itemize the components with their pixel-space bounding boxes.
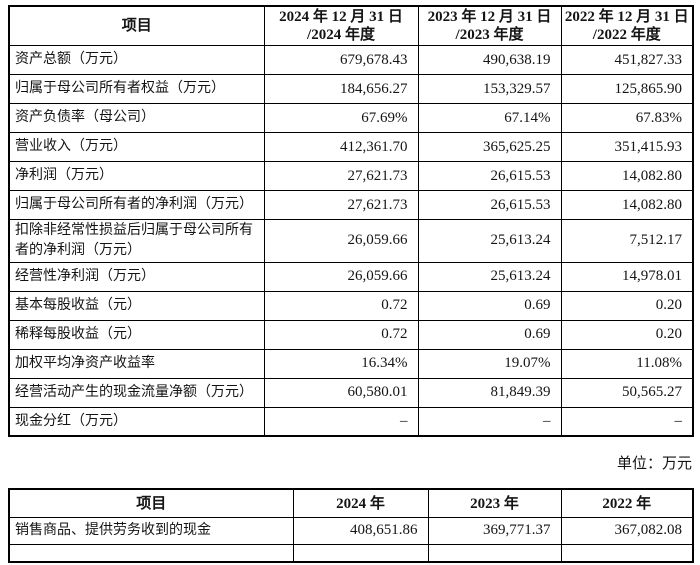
table-row: 稀释每股收益（元） 0.72 0.69 0.20 [8, 319, 694, 350]
period-column-header: 2023 年 [427, 488, 562, 518]
row-label: 净利润（万元） [8, 161, 265, 191]
value-cell: 0.72 [263, 319, 419, 350]
table-header-row: 项目 2024 年 12 月 31 日 /2024 年度 2023 年 12 月 3… [8, 5, 694, 46]
row-label: 归属于母公司所有者的净利润（万元） [8, 190, 265, 220]
value-cell: 0.72 [263, 290, 419, 321]
row-label: 加权平均净资产收益率 [8, 348, 265, 379]
value-cell: – [560, 406, 694, 437]
value-cell: 7,512.17 [560, 219, 694, 263]
value-cell: 67.83% [560, 103, 694, 133]
table-row: 净利润（万元） 27,621.73 26,615.53 14,082.80 [8, 161, 694, 191]
value-cell: 11.08% [560, 348, 694, 379]
table-row: 资产负债率（母公司） 67.69% 67.14% 67.83% [8, 103, 694, 133]
row-label: 稀释每股收益（元） [8, 319, 265, 350]
financial-indicators-table: 项目 2024 年 12 月 31 日 /2024 年度 2023 年 12 月 3… [8, 5, 694, 438]
value-cell [427, 543, 562, 563]
value-cell: 26,059.66 [263, 261, 419, 292]
table-row: 资产总额（万元） 679,678.43 490,638.19 451,827.33 [8, 45, 694, 75]
value-cell: – [263, 406, 419, 437]
table-row: 现金分红（万元） – – – [8, 406, 694, 437]
value-cell: 369,771.37 [427, 516, 562, 545]
value-cell: 50,565.27 [560, 377, 694, 408]
table-row: 扣除非经常性损益后归属于母公司所有者的净利润（万元） 26,059.66 25,61… [8, 219, 694, 263]
table-row: 销售商品、提供劳务收到的现金 408,651.86 369,771.37 367,08… [8, 516, 694, 545]
period-column-header: 2023 年 12 月 31 日 /2023 年度 [417, 5, 562, 46]
row-label: 经营活动产生的现金流量净额（万元） [8, 377, 265, 408]
value-cell: 412,361.70 [263, 132, 419, 162]
row-label: 资产总额（万元） [8, 45, 265, 75]
value-cell: 27,621.73 [263, 161, 419, 191]
value-cell: 14,082.80 [560, 161, 694, 191]
table-row: 加权平均净资产收益率 16.34% 19.07% 11.08% [8, 348, 694, 379]
value-cell: 27,621.73 [263, 190, 419, 220]
value-cell: 408,651.86 [292, 516, 429, 545]
value-cell: 16.34% [263, 348, 419, 379]
table-header-row: 项目 2024 年 2023 年 2022 年 [8, 488, 694, 518]
value-cell: 0.69 [417, 290, 562, 321]
value-cell: 0.20 [560, 319, 694, 350]
table-row: 归属于母公司所有者权益（万元） 184,656.27 153,329.57 125,8… [8, 74, 694, 104]
value-cell: 184,656.27 [263, 74, 419, 104]
row-label: 资产负债率（母公司） [8, 103, 265, 133]
row-label: 基本每股收益（元） [8, 290, 265, 321]
value-cell: 60,580.01 [263, 377, 419, 408]
table-row: 经营性净利润（万元） 26,059.66 25,613.24 14,978.01 [8, 261, 694, 292]
row-label: 销售商品、提供劳务收到的现金 [8, 516, 294, 545]
value-cell: – [417, 406, 562, 437]
period-column-header: 2022 年 [560, 488, 694, 518]
value-cell: 25,613.24 [417, 261, 562, 292]
value-cell: 67.14% [417, 103, 562, 133]
period-column-header: 2022 年 12 月 31 日 /2022 年度 [560, 5, 694, 46]
row-label: 扣除非经常性损益后归属于母公司所有者的净利润（万元） [8, 219, 265, 263]
value-cell: 26,615.53 [417, 161, 562, 191]
value-cell: 0.69 [417, 319, 562, 350]
unit-note: 单位：万元 [616, 456, 692, 473]
period-column-header: 2024 年 12 月 31 日 /2024 年度 [263, 5, 419, 46]
value-cell: 67.69% [263, 103, 419, 133]
table-row: 归属于母公司所有者的净利润（万元） 27,621.73 26,615.53 14,08… [8, 190, 694, 220]
value-cell: 153,329.57 [417, 74, 562, 104]
value-cell: 81,849.39 [417, 377, 562, 408]
row-label: 归属于母公司所有者权益（万元） [8, 74, 265, 104]
value-cell: 365,625.25 [417, 132, 562, 162]
item-column-header: 项目 [8, 5, 265, 46]
item-column-header: 项目 [8, 488, 294, 518]
table-row [8, 543, 694, 563]
value-cell: 26,615.53 [417, 190, 562, 220]
value-cell: 0.20 [560, 290, 694, 321]
period-column-header: 2024 年 [292, 488, 429, 518]
value-cell: 25,613.24 [417, 219, 562, 263]
value-cell: 14,978.01 [560, 261, 694, 292]
row-label: 现金分红（万元） [8, 406, 265, 437]
table-row: 经营活动产生的现金流量净额（万元） 60,580.01 81,849.39 50,56… [8, 377, 694, 408]
value-cell: 367,082.08 [560, 516, 694, 545]
value-cell: 14,082.80 [560, 190, 694, 220]
row-label [8, 543, 294, 563]
value-cell [560, 543, 694, 563]
value-cell: 19.07% [417, 348, 562, 379]
row-label: 经营性净利润（万元） [8, 261, 265, 292]
value-cell: 451,827.33 [560, 45, 694, 75]
row-label: 营业收入（万元） [8, 132, 265, 162]
table-row: 基本每股收益（元） 0.72 0.69 0.20 [8, 290, 694, 321]
cash-flow-table: 项目 2024 年 2023 年 2022 年 销售商品、提供劳务收到的现金 408,6… [8, 488, 694, 564]
value-cell [292, 543, 429, 563]
value-cell: 490,638.19 [417, 45, 562, 75]
table-row: 营业收入（万元） 412,361.70 365,625.25 351,415.93 [8, 132, 694, 162]
value-cell: 679,678.43 [263, 45, 419, 75]
value-cell: 125,865.90 [560, 74, 694, 104]
value-cell: 26,059.66 [263, 219, 419, 263]
value-cell: 351,415.93 [560, 132, 694, 162]
